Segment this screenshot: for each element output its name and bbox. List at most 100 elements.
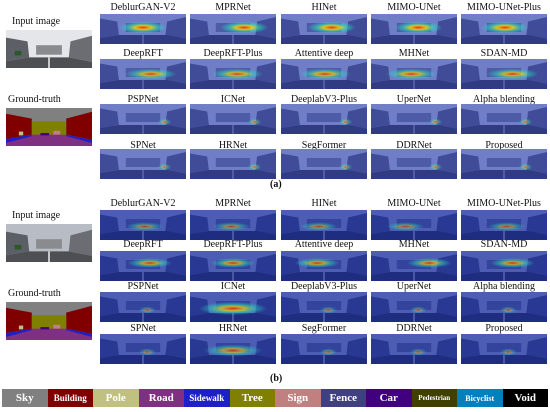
legend-item: Pole bbox=[93, 389, 139, 407]
heatmap-thumbnail bbox=[281, 210, 367, 240]
heatmap-thumbnail bbox=[281, 149, 367, 179]
method-label: SegFormer bbox=[301, 140, 347, 151]
heatmap-thumbnail bbox=[100, 292, 186, 322]
input-image-label: Input image bbox=[12, 210, 61, 221]
method-label: DeepRFT bbox=[123, 239, 163, 250]
method-label: DeepRFT-Plus bbox=[203, 239, 263, 250]
method-label: HRNet bbox=[218, 140, 248, 151]
method-label: DeeplabV3-Plus bbox=[290, 281, 358, 292]
method-label: UperNet bbox=[396, 281, 432, 292]
heatmap-thumbnail bbox=[371, 251, 457, 281]
ground-truth-label: Ground-truth bbox=[8, 288, 61, 299]
heatmap-thumbnail bbox=[371, 334, 457, 364]
method-label: HINet bbox=[311, 2, 337, 13]
method-label: Proposed bbox=[485, 140, 523, 151]
method-label: DeblurGAN-V2 bbox=[110, 2, 176, 13]
method-label: HINet bbox=[311, 198, 337, 209]
heatmap-thumbnail bbox=[461, 251, 547, 281]
method-label: ICNet bbox=[220, 281, 246, 292]
legend-item: Pedestrian bbox=[411, 389, 457, 407]
heatmap-thumbnail bbox=[190, 149, 276, 179]
method-label: Alpha blending bbox=[473, 281, 535, 292]
ground-truth-label: Ground-truth bbox=[8, 94, 61, 105]
method-label: UperNet bbox=[396, 94, 432, 105]
heatmap-thumbnail bbox=[100, 210, 186, 240]
heatmap-thumbnail bbox=[461, 104, 547, 134]
heatmap-thumbnail bbox=[371, 104, 457, 134]
ground-truth-image bbox=[6, 108, 92, 146]
method-label: MIMO-UNet bbox=[387, 2, 441, 13]
heatmap-thumbnail bbox=[190, 251, 276, 281]
heatmap-thumbnail bbox=[100, 251, 186, 281]
heatmap-thumbnail bbox=[281, 59, 367, 89]
heatmap-thumbnail bbox=[281, 292, 367, 322]
heatmap-thumbnail bbox=[281, 14, 367, 44]
method-label: MHNet bbox=[398, 239, 430, 250]
input-image-label: Input image bbox=[12, 16, 61, 27]
heatmap-thumbnail bbox=[461, 292, 547, 322]
method-label: ICNet bbox=[220, 94, 246, 105]
method-label: SPNet bbox=[130, 323, 156, 334]
method-label: Proposed bbox=[485, 323, 523, 334]
heatmap-thumbnail bbox=[100, 334, 186, 364]
method-label: DeepRFT-Plus bbox=[203, 48, 263, 59]
heatmap-thumbnail bbox=[371, 210, 457, 240]
heatmap-thumbnail bbox=[190, 334, 276, 364]
method-label: DDRNet bbox=[396, 140, 432, 151]
method-label: MIMO-UNet-Plus bbox=[467, 2, 541, 13]
method-label: DeeplabV3-Plus bbox=[290, 94, 358, 105]
method-label: Alpha blending bbox=[473, 94, 535, 105]
legend-item: Sky bbox=[2, 389, 48, 407]
method-label: MPRNet bbox=[215, 2, 251, 13]
method-label: MPRNet bbox=[215, 198, 251, 209]
ground-truth-image bbox=[6, 302, 92, 340]
heatmap-thumbnail bbox=[100, 104, 186, 134]
method-label: MHNet bbox=[398, 48, 430, 59]
heatmap-thumbnail bbox=[461, 210, 547, 240]
method-label: Attentive deep bbox=[294, 239, 354, 250]
legend-item: Fence bbox=[320, 389, 366, 407]
heatmap-thumbnail bbox=[461, 149, 547, 179]
method-label: DDRNet bbox=[396, 323, 432, 334]
method-label: Attentive deep bbox=[294, 48, 354, 59]
heatmap-thumbnail bbox=[371, 59, 457, 89]
input-image bbox=[6, 224, 92, 262]
method-label: SDAN-MD bbox=[480, 48, 528, 59]
method-label: MIMO-UNet-Plus bbox=[467, 198, 541, 209]
method-label: SegFormer bbox=[301, 323, 347, 334]
heatmap-thumbnail bbox=[281, 251, 367, 281]
heatmap-thumbnail bbox=[281, 334, 367, 364]
legend-item: Sidewalk bbox=[184, 389, 230, 407]
legend-item: Tree bbox=[229, 389, 275, 407]
heatmap-thumbnail bbox=[461, 59, 547, 89]
method-label: SDAN-MD bbox=[480, 239, 528, 250]
legend-item: Building bbox=[47, 389, 93, 407]
heatmap-thumbnail bbox=[190, 210, 276, 240]
heatmap-thumbnail bbox=[190, 104, 276, 134]
method-label: HRNet bbox=[218, 323, 248, 334]
panel-caption: (a) bbox=[270, 179, 282, 190]
heatmap-thumbnail bbox=[190, 59, 276, 89]
heatmap-thumbnail bbox=[371, 149, 457, 179]
method-label: PSPNet bbox=[127, 281, 159, 292]
heatmap-thumbnail bbox=[371, 292, 457, 322]
class-legend: Sky Building Pole Road Sidewalk Tree Sign Fence… bbox=[2, 389, 548, 407]
method-label: DeepRFT bbox=[123, 48, 163, 59]
legend-item: Car bbox=[366, 389, 412, 407]
legend-item: Sign bbox=[275, 389, 321, 407]
legend-item: Bicyclist bbox=[457, 389, 503, 407]
input-image bbox=[6, 30, 92, 68]
heatmap-thumbnail bbox=[461, 334, 547, 364]
heatmap-thumbnail bbox=[281, 104, 367, 134]
method-label: MIMO-UNet bbox=[387, 198, 441, 209]
legend-item: Road bbox=[138, 389, 184, 407]
heatmap-thumbnail bbox=[100, 14, 186, 44]
method-label: DeblurGAN-V2 bbox=[110, 198, 176, 209]
heatmap-thumbnail bbox=[461, 14, 547, 44]
method-label: PSPNet bbox=[127, 94, 159, 105]
heatmap-thumbnail bbox=[190, 292, 276, 322]
heatmap-thumbnail bbox=[100, 59, 186, 89]
method-label: SPNet bbox=[130, 140, 156, 151]
heatmap-thumbnail bbox=[100, 149, 186, 179]
legend-item: Void bbox=[502, 389, 548, 407]
